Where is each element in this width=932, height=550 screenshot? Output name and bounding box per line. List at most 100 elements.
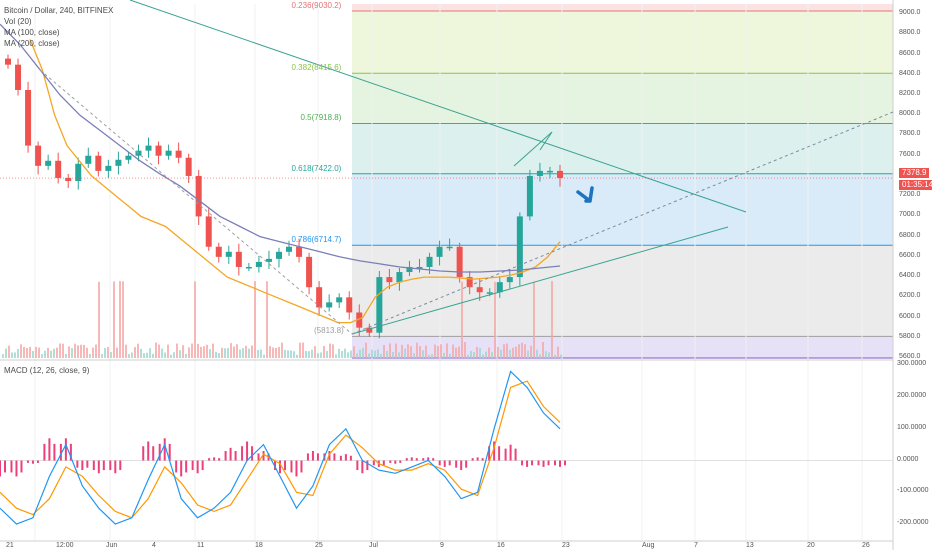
volume-bar <box>251 345 253 358</box>
macd-histogram-bar <box>389 460 392 463</box>
macd-histogram-bar <box>251 446 254 461</box>
macd-histogram-bar <box>504 448 507 461</box>
macd-histogram-bar <box>76 460 79 468</box>
volume-bar <box>524 344 526 358</box>
macd-histogram-bar <box>158 443 161 461</box>
indicator-ma100[interactable]: MA (100, close) <box>4 28 60 37</box>
volume-bar <box>473 352 475 358</box>
candle-body <box>45 160 52 166</box>
macd-histogram-bar <box>514 448 517 461</box>
volume-bar <box>224 348 226 358</box>
time-tick: 9 <box>440 542 444 549</box>
volume-bar <box>371 349 373 358</box>
volume-bar <box>332 344 334 358</box>
candle-body <box>496 282 503 293</box>
macd-histogram-bar <box>537 460 540 466</box>
macd-histogram-bar <box>410 457 413 461</box>
macd-histogram-bar <box>279 460 281 474</box>
time-tick: 16 <box>497 542 505 549</box>
volume-bar <box>38 347 40 358</box>
volume-bar <box>551 281 553 358</box>
volume-bar <box>284 349 286 358</box>
fib-zone <box>352 123 893 174</box>
time-tick: 11 <box>197 542 205 549</box>
candle-body <box>366 327 373 333</box>
price-tick: 7000.0 <box>899 211 921 219</box>
candle-body <box>286 246 293 252</box>
volume-bar <box>266 281 268 358</box>
volume-bar <box>104 348 106 358</box>
volume-bar <box>560 354 562 358</box>
macd-histogram-bar <box>86 460 89 468</box>
volume-bar <box>383 345 385 358</box>
macd-histogram-bar <box>509 444 512 461</box>
volume-bar <box>458 346 460 358</box>
candle-body <box>175 150 182 158</box>
volume-bar <box>56 347 58 358</box>
volume-bar <box>557 346 559 358</box>
candle-body <box>25 89 32 146</box>
volume-bar <box>227 348 229 358</box>
volume-bar <box>398 352 400 358</box>
candle-body <box>225 251 232 257</box>
volume-bar <box>434 344 436 358</box>
volume-bar <box>308 351 310 358</box>
macd-histogram-bar <box>64 438 67 461</box>
candle-body <box>235 251 242 267</box>
macd-histogram-bar <box>218 458 221 461</box>
candle-body <box>486 292 493 294</box>
volume-bar <box>107 346 109 358</box>
volume-bar <box>179 350 181 358</box>
volume-bar <box>500 349 502 358</box>
candle-body <box>105 165 112 171</box>
macd-histogram-bar <box>547 460 550 466</box>
indicator-ma200[interactable]: MA (200, close) <box>4 39 60 48</box>
candle-body <box>195 175 202 217</box>
fibonacci-retracement[interactable] <box>352 4 893 359</box>
volume-bar <box>215 351 217 358</box>
volume-bar <box>89 353 91 358</box>
time-tick: 13 <box>746 542 754 549</box>
macd-histogram-bar <box>471 458 474 461</box>
candle-body <box>275 251 282 259</box>
macd-tick: 300.0000 <box>897 360 927 368</box>
fib-zone <box>352 245 893 337</box>
candle-body <box>125 155 132 160</box>
indicator-volume[interactable]: Vol (20) <box>4 17 32 26</box>
volume-bar <box>320 352 322 358</box>
volume-bar <box>47 347 49 358</box>
candle-body <box>446 246 453 249</box>
volume-bar <box>326 351 328 358</box>
candlesticks <box>5 54 563 339</box>
volume-bar <box>464 342 466 358</box>
macd-histogram-bar <box>361 460 364 474</box>
price-tick: 6600.0 <box>899 251 921 259</box>
volume-bar <box>530 345 532 358</box>
macd-histogram-bar <box>109 460 112 471</box>
volume-bars <box>2 281 562 358</box>
volume-bar <box>452 344 454 358</box>
volume-bar <box>260 349 262 358</box>
candle-body <box>356 312 363 328</box>
volume-bar <box>191 343 193 358</box>
macd-signal-line <box>0 380 561 519</box>
trend-lines[interactable] <box>0 0 894 335</box>
candle-body <box>336 297 343 303</box>
price-tick: 6200.0 <box>899 292 921 300</box>
time-tick: 12:00 <box>56 542 74 549</box>
candle-body <box>526 175 533 217</box>
volume-bar <box>305 350 307 358</box>
volume-bar <box>92 347 94 358</box>
candle-body <box>316 287 323 308</box>
volume-bar <box>218 353 220 358</box>
volume-bar <box>140 348 142 358</box>
candle-body <box>386 277 393 283</box>
macd-histogram-bar <box>168 443 171 461</box>
volume-bar <box>230 343 232 358</box>
macd-histogram-bar <box>234 451 237 461</box>
symbol-title[interactable]: Bitcoin / Dollar, 240, BITFINEX <box>4 6 114 15</box>
indicator-macd[interactable]: MACD (12, 26, close, 9) <box>4 366 90 375</box>
volume-bar <box>2 354 4 358</box>
macd-histogram-bar <box>382 460 385 466</box>
